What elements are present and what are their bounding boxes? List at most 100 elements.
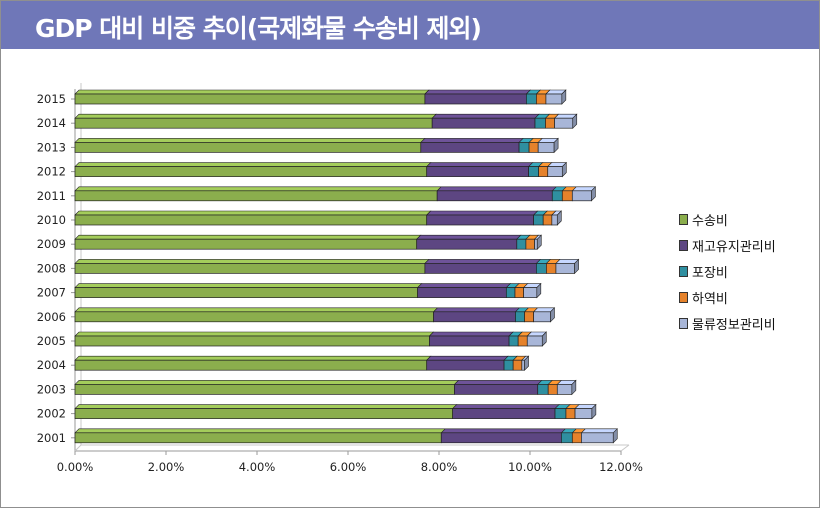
bar-segment	[515, 311, 525, 323]
bar-segment	[454, 384, 539, 395]
x-tick-label: 0.00%	[57, 460, 94, 474]
bar-segment	[538, 166, 549, 177]
bar-segment	[545, 93, 563, 105]
bar-segment	[417, 287, 507, 298]
bar-segment	[556, 384, 573, 395]
bar-segment	[517, 335, 528, 347]
y-tick-label: 2013	[37, 140, 66, 154]
y-tick-label: 2005	[37, 334, 66, 348]
bar-segment	[424, 263, 537, 274]
bar-end-side	[556, 210, 562, 226]
bar-segment	[424, 93, 527, 105]
bar-segment	[74, 93, 426, 105]
bar-segment-top	[432, 307, 521, 313]
bar-segment-top	[580, 428, 618, 434]
bar-segment	[440, 432, 562, 444]
bar-end-side	[524, 355, 529, 371]
bar-segment-top	[74, 404, 458, 409]
x-tick-label: 2.00%	[148, 460, 185, 474]
bar-segment	[426, 359, 505, 371]
bar-segment	[554, 408, 567, 419]
bar-segment	[554, 117, 574, 129]
legend-label: 수송비	[692, 213, 728, 229]
bar-segment	[536, 263, 547, 274]
x-tick-label: 4.00%	[239, 460, 276, 474]
bar-segment	[537, 142, 555, 153]
bar-segment-top	[436, 186, 558, 192]
bar-segment-top	[74, 113, 437, 119]
bar-segment	[551, 214, 558, 226]
bar-segment	[514, 287, 524, 298]
legend-label: 하역비	[692, 291, 728, 307]
bar-segment	[547, 166, 563, 177]
bar-end-side	[571, 379, 577, 396]
bar-segment	[534, 238, 538, 250]
bar-end-side	[572, 113, 578, 129]
bar-segment	[74, 408, 453, 419]
bar-segment-top	[415, 234, 522, 240]
x-tick-label: 8.00%	[421, 460, 458, 474]
bar-segment-top	[74, 138, 426, 143]
bar-segment	[528, 166, 539, 177]
legend-item: 재고유지관리비	[679, 237, 776, 255]
bar-segment-top	[74, 259, 430, 264]
bar-segment-top	[74, 210, 432, 216]
legend-label: 포장비	[692, 265, 728, 281]
legend-label: 물류정보관리비	[692, 317, 776, 333]
bar-segment-top	[74, 355, 432, 361]
bar-segment	[565, 408, 576, 419]
bar-segment-top	[424, 259, 542, 264]
bar-segment	[74, 287, 418, 298]
bar-segment	[533, 311, 551, 323]
bar-segment	[426, 214, 534, 226]
bar-segment	[74, 214, 428, 226]
y-tick-label: 2007	[37, 286, 66, 300]
bar-end-side	[562, 161, 567, 178]
x-tick-label: 10.00%	[508, 460, 552, 474]
title-bar: GDP 대비 비중 추이(국제화물 수송비 제외)	[1, 1, 819, 49]
bar-segment-top	[416, 283, 512, 288]
legend-item: 수송비	[679, 211, 776, 229]
bar-segment-top	[453, 380, 543, 385]
bar-segment	[429, 335, 510, 347]
bar-segment	[74, 384, 455, 395]
bar-segment-top	[74, 331, 435, 337]
bar-segment	[574, 408, 593, 419]
legend-swatch	[679, 265, 688, 277]
legend-label: 재고유지관리비	[692, 239, 776, 255]
bar-segment	[512, 359, 523, 371]
bar-segment	[528, 142, 539, 153]
bar-segment	[516, 238, 527, 250]
x-tick-label: 12.00%	[599, 460, 643, 474]
bar-segment-top	[425, 162, 534, 167]
bar-segment-top	[74, 307, 439, 313]
y-tick-label: 2010	[37, 213, 66, 227]
y-tick-label: 2003	[37, 382, 66, 396]
floor-left-edge	[74, 444, 82, 452]
bar-segment	[526, 335, 543, 347]
legend-swatch	[679, 291, 688, 303]
bar-segment	[505, 287, 516, 298]
bar-segment	[571, 432, 582, 444]
bar-segment-top	[74, 89, 430, 95]
bar-segment	[426, 166, 529, 177]
bar-segment-top	[74, 186, 442, 192]
legend-item: 물류정보관리비	[679, 315, 776, 333]
y-tick-label: 2001	[37, 431, 66, 445]
bar-segment	[74, 238, 418, 250]
bar-end-side	[574, 258, 579, 275]
bar-end-side	[561, 89, 567, 105]
bar-segment-top	[424, 89, 532, 95]
bar-segment	[508, 335, 519, 347]
bar-segment	[581, 432, 614, 444]
bar-segment	[536, 93, 547, 105]
y-tick-label: 2012	[37, 165, 66, 179]
bar-segment-top	[428, 331, 514, 337]
bar-segment	[547, 384, 558, 395]
legend-item: 하역비	[679, 289, 776, 307]
bar-end-side	[541, 331, 547, 347]
y-tick-label: 2008	[37, 261, 66, 275]
bar-segment-top	[74, 234, 422, 240]
